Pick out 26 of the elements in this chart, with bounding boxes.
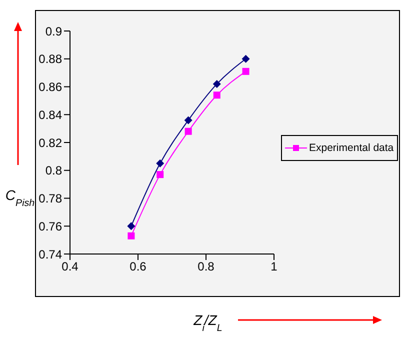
y-tick-label: 0.88 — [38, 52, 62, 66]
x-tick-label: 1 — [270, 260, 278, 274]
y-tick-label: 0.8 — [45, 164, 62, 178]
y-tick-label: 0.78 — [38, 192, 62, 206]
y-tick-label: 0.9 — [45, 24, 62, 38]
x-tick-label: 0.8 — [198, 260, 215, 274]
legend-label: Experimental data — [309, 142, 394, 154]
point — [156, 171, 164, 178]
point — [213, 92, 220, 99]
point — [128, 232, 135, 240]
y-tick-label: 0.86 — [38, 80, 62, 94]
x-tick-label: 0.6 — [130, 260, 147, 274]
point — [184, 116, 192, 124]
y-axis-title: C$_{Pish}$ — [5, 187, 35, 208]
x-tick-label: 0.4 — [62, 260, 79, 274]
y-tick-label: 0.84 — [38, 108, 62, 122]
y-tick-label: 0.82 — [38, 136, 62, 150]
x-axis-title: Z$_{i}$/Z$_{L}$ — [192, 312, 222, 334]
point — [156, 159, 164, 168]
point — [242, 54, 250, 63]
y-tick-label: 0.74 — [38, 247, 62, 262]
point — [127, 222, 136, 230]
point — [184, 128, 192, 135]
y-tick-label: 0.76 — [38, 219, 62, 234]
point — [212, 80, 221, 88]
point — [242, 68, 250, 75]
